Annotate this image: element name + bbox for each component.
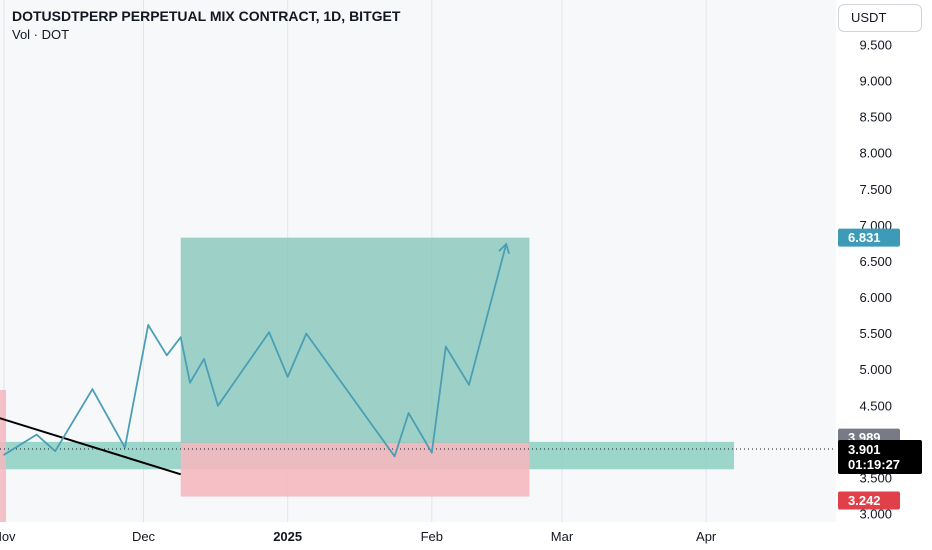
chart-title: DOTUSDTPERP PERPETUAL MIX CONTRACT, 1D, … xyxy=(12,8,401,24)
trendline xyxy=(0,417,181,476)
take-profit-zone xyxy=(180,237,530,443)
data-point xyxy=(189,381,191,384)
y-tick-label: 8.500 xyxy=(859,110,892,125)
y-tick-label: 4.500 xyxy=(859,398,892,413)
data-point xyxy=(407,412,410,414)
data-point xyxy=(286,376,289,378)
data-point xyxy=(54,450,56,453)
data-point xyxy=(91,388,94,390)
data-point xyxy=(268,331,270,333)
target-price-badge-bg xyxy=(838,228,900,247)
y-tick-label: 9.000 xyxy=(859,74,892,89)
y-tick-label: 5.500 xyxy=(859,326,892,341)
y-tick-label: 6.500 xyxy=(859,254,892,269)
time-axis-pane xyxy=(0,522,932,550)
data-point xyxy=(431,451,433,454)
data-point xyxy=(203,358,205,360)
series-layer xyxy=(0,242,836,476)
data-point xyxy=(217,404,219,407)
stop-price-badge: 3.242 xyxy=(848,493,881,508)
target-price-badge: 6.831 xyxy=(848,230,881,245)
current-price-badge: 3.901 xyxy=(848,442,881,457)
data-point xyxy=(305,332,308,335)
current-price-badge-bg xyxy=(838,439,922,474)
volume-bar xyxy=(0,390,6,522)
data-point xyxy=(147,324,149,326)
countdown-badge: 01:19:27 xyxy=(848,457,900,472)
y-tick-label: 3.000 xyxy=(859,507,892,522)
y-tick-label: 8.000 xyxy=(859,146,892,161)
x-tick-label: 2025 xyxy=(273,529,302,544)
x-tick-label: Apr xyxy=(696,529,717,544)
x-tick-label: Feb xyxy=(421,529,443,544)
y-tick-label: 3.500 xyxy=(859,470,892,485)
chart-subtitle: Vol · DOT xyxy=(12,27,69,42)
data-point xyxy=(444,345,447,348)
y-tick-label: 9.500 xyxy=(859,38,892,53)
y-tick-label: 7.500 xyxy=(859,182,892,197)
data-point xyxy=(165,354,168,357)
x-tick-label: Mar xyxy=(551,529,574,544)
y-tick-label: 6.000 xyxy=(859,290,892,305)
data-point xyxy=(35,433,38,436)
currency-button[interactable]: USDT xyxy=(838,4,922,32)
data-point xyxy=(3,454,5,456)
data-point xyxy=(468,384,470,386)
data-point xyxy=(505,243,508,245)
data-point xyxy=(124,446,126,449)
data-point xyxy=(179,336,182,339)
position-zones xyxy=(0,237,735,522)
data-point xyxy=(393,455,396,458)
price-path xyxy=(3,243,508,458)
stop-price-badge-bg xyxy=(838,491,900,510)
y-tick-label: 5.000 xyxy=(859,362,892,377)
stop-loss-zone xyxy=(180,442,530,497)
x-tick-label: Nov xyxy=(0,529,16,544)
x-tick-label: Dec xyxy=(132,529,156,544)
